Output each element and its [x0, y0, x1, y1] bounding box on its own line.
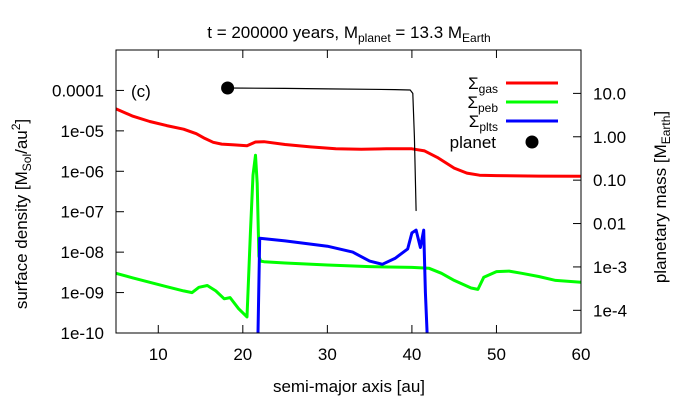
y-tick-label: 1e-09: [61, 284, 104, 303]
x-tick-label: 50: [487, 345, 506, 364]
axes: 10 20 30 40 50 60 0.0001 1e-05 1e-06 1e-07 1e-08 1e…: [52, 49, 627, 364]
planet-marker: [221, 81, 235, 95]
legend-label: Σgas: [468, 74, 498, 96]
y2-tick-label: 0.10: [593, 171, 626, 190]
y2-tick-label: 10.0: [593, 84, 626, 103]
chart-title: t = 200000 years, Mplanet = 13.3 MEarth: [207, 23, 490, 45]
y2-tick-label: 1e-4: [593, 301, 627, 320]
x-tick-label: 10: [149, 345, 168, 364]
series-line-3: [227, 87, 417, 212]
y2-tick-label: 1e-3: [593, 258, 627, 277]
legend-label: Σplts: [469, 112, 498, 134]
series-line-1: [116, 153, 581, 319]
y-axis-label: surface density [MSol/au2]: [9, 119, 34, 309]
x-tick-label: 40: [402, 345, 421, 364]
y-tick-label: 1e-06: [61, 162, 104, 181]
y2-tick-label: 1.00: [593, 128, 626, 147]
plot-frame: [115, 49, 582, 334]
y-tick-label: 1e-08: [61, 243, 104, 262]
legend-label: Σpeb: [467, 93, 498, 115]
y2-axis-label: planetary mass [MEarth]: [651, 111, 673, 283]
y-tick-label: 1e-10: [61, 324, 104, 343]
y2-tick-label: 0.01: [593, 215, 626, 234]
y-tick-label: 1e-07: [61, 203, 104, 222]
y-tick-label: 0.0001: [52, 81, 104, 100]
panel-label: (c): [131, 82, 151, 101]
x-tick-label: 20: [233, 345, 252, 364]
legend-planet-marker: [525, 135, 539, 149]
curves: [116, 81, 581, 333]
x-tick-label: 30: [318, 345, 337, 364]
x-tick-label: 60: [572, 345, 591, 364]
series-line-0: [116, 107, 581, 178]
legend-label-planet: planet: [450, 133, 497, 152]
x-axis-label: semi-major axis [au]: [273, 377, 425, 396]
y-tick-label: 1e-05: [61, 122, 104, 141]
series-line-2: [256, 228, 429, 333]
